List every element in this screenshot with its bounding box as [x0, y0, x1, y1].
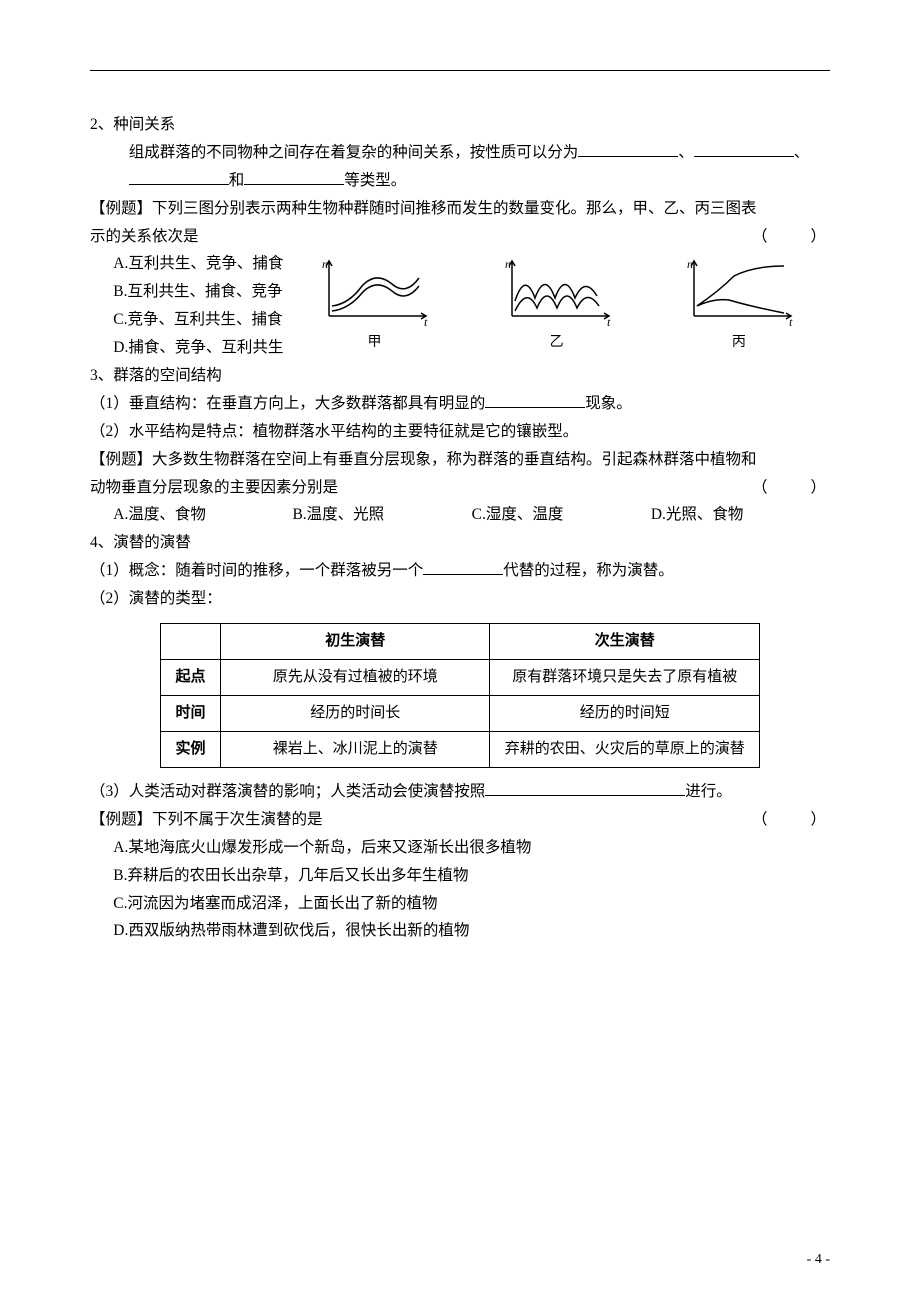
table-cell: 原有群落环境只是失去了原有植被 — [490, 660, 760, 696]
blank — [578, 140, 678, 157]
figure-col-2: n t 乙 — [497, 256, 617, 355]
ex2-qa: 大多数生物群落在空间上有垂直分层现象，称为群落的垂直结构。引起森林群落中植物和 — [152, 451, 757, 468]
table-header-row: 初生演替 次生演替 — [161, 624, 760, 660]
axis-t-label: t — [789, 315, 793, 326]
figure-col-1: n t 甲 — [314, 256, 434, 355]
blank — [244, 168, 344, 185]
s4-p3a: （3）人类活动对群落演替的影响；人类活动会使演替按照 — [90, 783, 485, 800]
section-4-p2: （2）演替的类型： — [90, 585, 830, 613]
option-d: D.光照、食物 — [651, 501, 830, 529]
option-c: C.湿度、温度 — [472, 501, 651, 529]
example-tag: 【例题】 — [90, 451, 152, 468]
ex1-qa: 下列三图分别表示两种生物种群随时间推移而发生的数量变化。那么，甲、乙、丙三图表 — [152, 200, 757, 217]
answer-paren: （ ） — [752, 806, 830, 834]
section-2-heading: 2、种间关系 — [90, 111, 830, 139]
ex1-qb: 示的关系依次是 — [90, 228, 199, 245]
figure-label-3: 丙 — [732, 330, 746, 355]
figure-col-3: n t 丙 — [679, 256, 799, 355]
section-3-p1: （1）垂直结构：在垂直方向上，大多数群落都具有明显的 现象。 — [90, 390, 830, 418]
table-cell: 经历的时间短 — [490, 696, 760, 732]
option-a: A.温度、食物 — [113, 501, 292, 529]
option-c: C.河流因为堵塞而成沼泽，上面长出了新的植物 — [113, 890, 830, 918]
section-4-heading: 4、演替的演替 — [90, 529, 830, 557]
option-c: C.竞争、互利共生、捕食 — [113, 306, 283, 334]
example-1-row: A.互利共生、竞争、捕食 B.互利共生、捕食、竞争 C.竞争、互利共生、捕食 D… — [90, 250, 830, 362]
table-row: 实例 裸岩上、冰川泥上的演替 弃耕的农田、火灾后的草原上的演替 — [161, 732, 760, 768]
table-cell: 弃耕的农田、火灾后的草原上的演替 — [490, 732, 760, 768]
ex2-qb: 动物垂直分层现象的主要因素分别是 — [90, 479, 338, 496]
blank — [485, 391, 585, 408]
s2-text-b: 、 — [678, 144, 694, 161]
answer-paren: （ ） — [752, 474, 830, 502]
table-head-cell — [161, 624, 221, 660]
table-cell: 裸岩上、冰川泥上的演替 — [220, 732, 490, 768]
option-a: A.互利共生、竞争、捕食 — [113, 250, 283, 278]
option-a: A.某地海底火山爆发形成一个新岛，后来又逐渐长出很多植物 — [113, 834, 830, 862]
s2-text-a: 组成群落的不同物种之间存在着复杂的种间关系，按性质可以分为 — [129, 144, 579, 161]
table-row-head: 起点 — [161, 660, 221, 696]
page-number: - 4 - — [807, 1247, 830, 1272]
option-b: B.互利共生、捕食、竞争 — [113, 278, 283, 306]
s4-p1a: （1）概念：随着时间的推移，一个群落被另一个 — [90, 562, 423, 579]
ex1-options: A.互利共生、竞争、捕食 B.互利共生、捕食、竞争 C.竞争、互利共生、捕食 D… — [90, 250, 283, 362]
figure-label-1: 甲 — [367, 330, 381, 355]
example-1-q2: 示的关系依次是 （ ） — [90, 223, 830, 251]
top-divider — [90, 70, 830, 71]
section-2-body: 组成群落的不同物种之间存在着复杂的种间关系，按性质可以分为 、 、 和 等类型。 — [90, 139, 830, 195]
s2-text-d: 和 — [229, 172, 245, 189]
s2-text-c: 、 — [794, 144, 810, 161]
chart-yi: n t — [497, 256, 617, 326]
example-2-q2: 动物垂直分层现象的主要因素分别是 （ ） — [90, 474, 830, 502]
example-tag: 【例题】 — [90, 200, 152, 217]
axis-t-label: t — [424, 315, 428, 326]
blank — [129, 168, 229, 185]
example-3-q: 【例题】下列不属于次生演替的是 （ ） — [90, 806, 830, 834]
section-4-p1: （1）概念：随着时间的推移，一个群落被另一个 代替的过程，称为演替。 — [90, 557, 830, 585]
page-root: 2、种间关系 组成群落的不同物种之间存在着复杂的种间关系，按性质可以分为 、 、 和… — [0, 0, 920, 1302]
s2-text-e: 等类型。 — [344, 172, 406, 189]
table-row: 时间 经历的时间长 经历的时间短 — [161, 696, 760, 732]
s4-p1b: 代替的过程，称为演替。 — [503, 562, 674, 579]
figure-row: n t 甲 n — [283, 256, 830, 355]
chart-jia: n t — [314, 256, 434, 326]
section-3-p2: （2）水平结构是特点：植物群落水平结构的主要特征就是它的镶嵌型。 — [90, 418, 830, 446]
example-tag: 【例题】 — [90, 811, 152, 828]
blank — [485, 780, 685, 797]
table-row-head: 时间 — [161, 696, 221, 732]
option-d: D.西双版纳热带雨林遭到砍伐后，很快长出新的植物 — [113, 917, 830, 945]
example-2-q: 【例题】大多数生物群落在空间上有垂直分层现象，称为群落的垂直结构。引起森林群落中… — [90, 446, 830, 474]
section-4-p3: （3）人类活动对群落演替的影响；人类活动会使演替按照 进行。 — [90, 778, 830, 806]
succession-table: 初生演替 次生演替 起点 原先从没有过植被的环境 原有群落环境只是失去了原有植被… — [160, 623, 760, 768]
ex3-options: A.某地海底火山爆发形成一个新岛，后来又逐渐长出很多植物 B.弃耕后的农田长出杂… — [90, 834, 830, 946]
option-b: B.温度、光照 — [292, 501, 471, 529]
chart-bing: n t — [679, 256, 799, 326]
table-cell: 原先从没有过植被的环境 — [220, 660, 490, 696]
section-3-heading: 3、群落的空间结构 — [90, 362, 830, 390]
table-head-cell: 初生演替 — [220, 624, 490, 660]
blank — [423, 559, 503, 576]
table-cell: 经历的时间长 — [220, 696, 490, 732]
ex3-q: 下列不属于次生演替的是 — [152, 811, 323, 828]
option-d: D.捕食、竞争、互利共生 — [113, 334, 283, 362]
s3-p1a: （1）垂直结构：在垂直方向上，大多数群落都具有明显的 — [90, 395, 485, 412]
option-b: B.弃耕后的农田长出杂草，几年后又长出多年生植物 — [113, 862, 830, 890]
answer-paren: （ ） — [752, 223, 830, 251]
table-head-cell: 次生演替 — [490, 624, 760, 660]
axis-t-label: t — [607, 315, 611, 326]
table-row-head: 实例 — [161, 732, 221, 768]
s3-p1b: 现象。 — [585, 395, 632, 412]
blank — [694, 140, 794, 157]
example-1-q: 【例题】下列三图分别表示两种生物种群随时间推移而发生的数量变化。那么，甲、乙、丙… — [90, 195, 830, 223]
figure-label-2: 乙 — [550, 330, 564, 355]
s4-p3b: 进行。 — [685, 783, 732, 800]
table-row: 起点 原先从没有过植被的环境 原有群落环境只是失去了原有植被 — [161, 660, 760, 696]
ex2-options: A.温度、食物 B.温度、光照 C.湿度、温度 D.光照、食物 — [90, 501, 830, 529]
ex1-figure: n t 甲 n — [283, 250, 830, 355]
